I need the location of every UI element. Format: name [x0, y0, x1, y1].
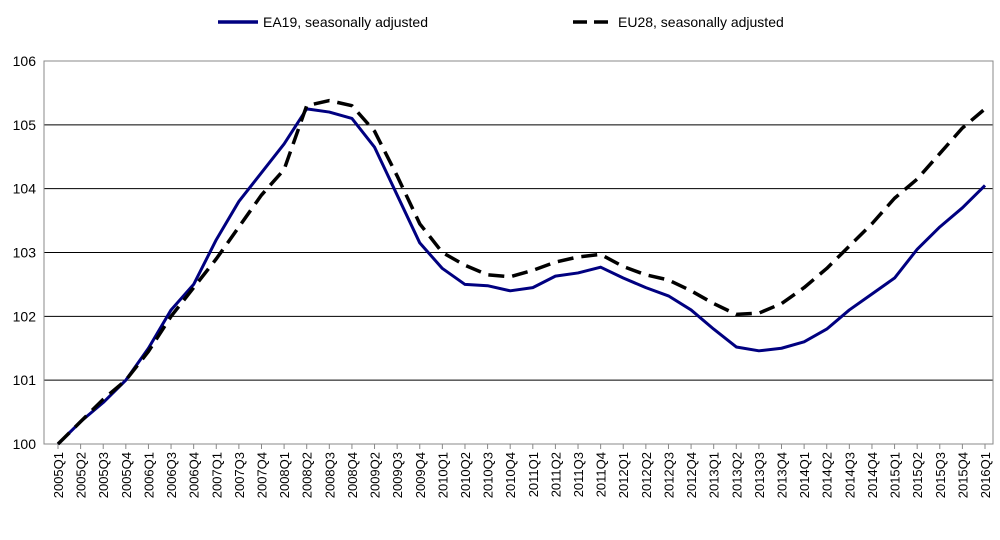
- series-line: [56, 107, 987, 446]
- y-tick-label: 101: [13, 372, 37, 388]
- x-tick-label: 2013Q1: [707, 452, 722, 498]
- legend-label: EU28, seasonally adjusted: [618, 14, 784, 30]
- x-tick-label: 2005Q1: [51, 452, 66, 498]
- x-tick-label: 2015Q4: [955, 452, 970, 498]
- x-tick-label: 2007Q1: [209, 452, 224, 498]
- x-tick-label: 2010Q4: [503, 452, 518, 498]
- y-tick-label: 105: [13, 117, 37, 133]
- x-tick-label: 2015Q1: [888, 452, 903, 498]
- x-tick-label: 2013Q2: [729, 452, 744, 498]
- x-tick-label: 2011Q2: [548, 452, 563, 497]
- x-tick-label: 2012Q1: [616, 452, 631, 498]
- x-tick-label: 2005Q2: [74, 452, 89, 498]
- x-tick-label: 2010Q1: [435, 452, 450, 498]
- x-tick-label: 2016Q1: [978, 452, 993, 498]
- x-tick-label: 2013Q3: [752, 452, 767, 498]
- y-tick-label: 103: [13, 245, 37, 261]
- x-tick-label: 2010Q2: [458, 452, 473, 498]
- x-tick-label: 2014Q2: [820, 452, 835, 498]
- x-tick-label: 2006Q3: [164, 452, 179, 498]
- x-tick-label: 2015Q2: [910, 452, 925, 498]
- y-tick-label: 102: [13, 308, 37, 324]
- x-tick-label: 2008Q3: [322, 452, 337, 498]
- x-tick-label: 2008Q4: [345, 452, 360, 498]
- y-tick-label: 106: [13, 53, 37, 69]
- x-tick-label: 2012Q4: [684, 452, 699, 498]
- x-tick-label: 2015Q3: [933, 452, 948, 498]
- x-tick-label: 2012Q2: [639, 452, 654, 498]
- legend-label: EA19, seasonally adjusted: [263, 14, 428, 30]
- x-tick-label: 2010Q3: [481, 452, 496, 498]
- x-tick-label: 2009Q3: [390, 452, 405, 498]
- x-tick-label: 2006Q4: [187, 452, 202, 498]
- x-tick-label: 2008Q1: [277, 452, 292, 498]
- x-tick-label: 2005Q3: [96, 452, 111, 498]
- x-tick-label: 2005Q4: [119, 452, 134, 498]
- y-tick-label: 104: [13, 181, 37, 197]
- x-tick-label: 2007Q3: [232, 452, 247, 498]
- x-tick-label: 2011Q4: [594, 452, 609, 497]
- x-tick-label: 2014Q1: [797, 452, 812, 498]
- x-tick-label: 2014Q3: [842, 452, 857, 498]
- x-tick-label: 2009Q2: [368, 452, 383, 498]
- x-tick-label: 2006Q1: [141, 452, 156, 498]
- x-tick-label: 2014Q4: [865, 452, 880, 498]
- x-tick-label: 2011Q3: [571, 452, 586, 497]
- x-tick-label: 2011Q1: [526, 452, 541, 497]
- x-tick-label: 2007Q4: [254, 452, 269, 498]
- y-tick-label: 100: [13, 436, 37, 452]
- plot-border: [43, 60, 994, 445]
- x-tick-label: 2009Q4: [413, 452, 428, 498]
- x-tick-label: 2012Q3: [661, 452, 676, 498]
- x-tick-label: 2008Q2: [300, 452, 315, 498]
- series-line: [56, 98, 987, 446]
- x-tick-label: 2013Q4: [775, 452, 790, 498]
